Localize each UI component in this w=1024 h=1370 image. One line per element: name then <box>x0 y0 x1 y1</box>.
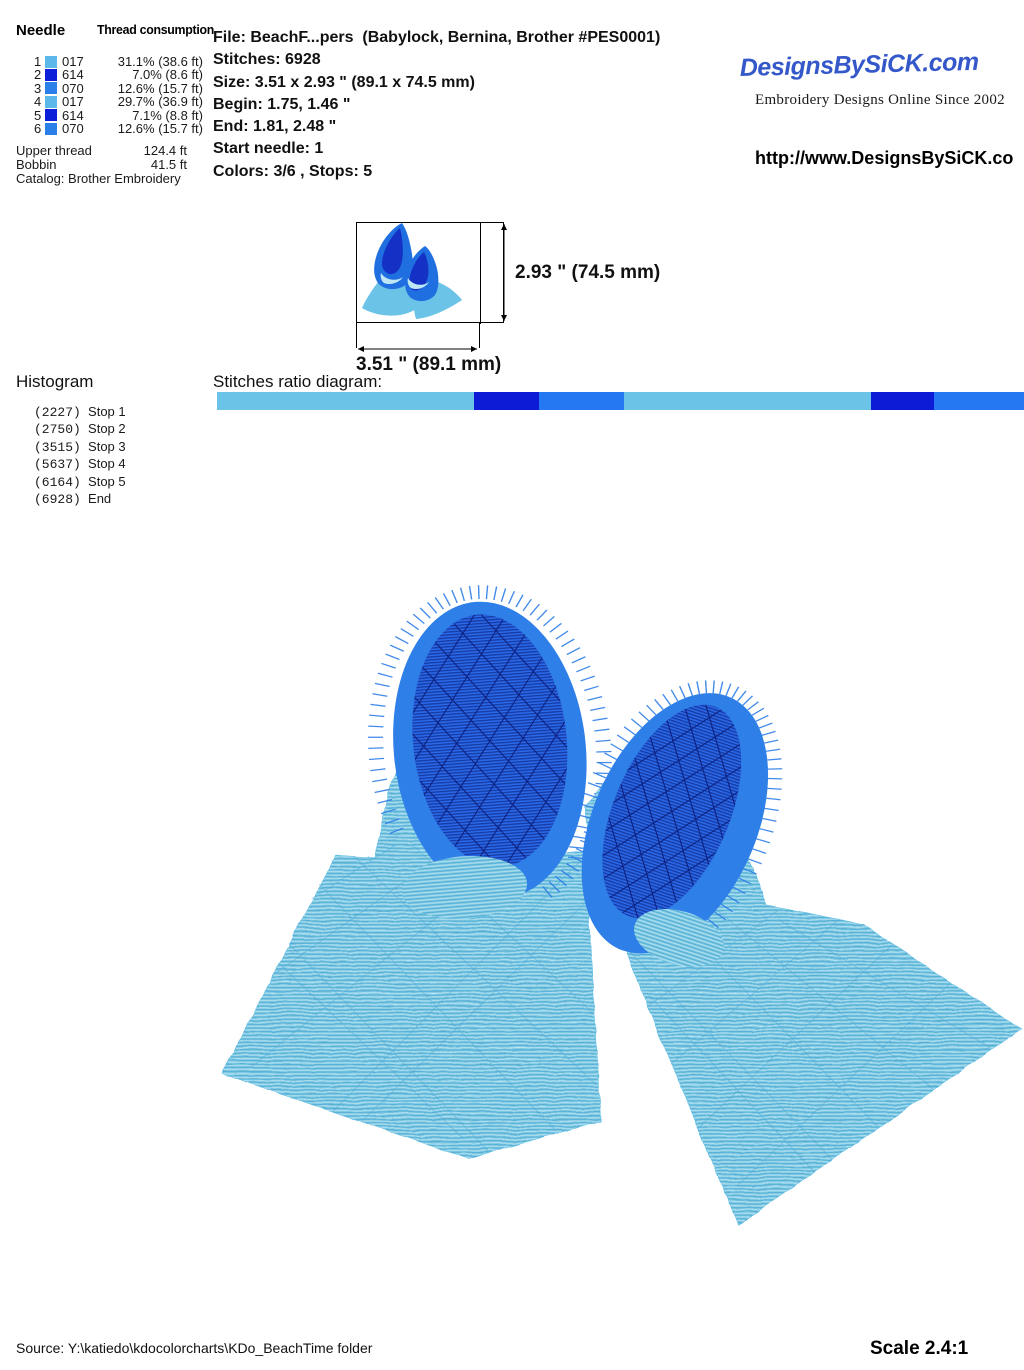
svg-text:DesignsBySiCK.com: DesignsBySiCK.com <box>740 48 979 82</box>
